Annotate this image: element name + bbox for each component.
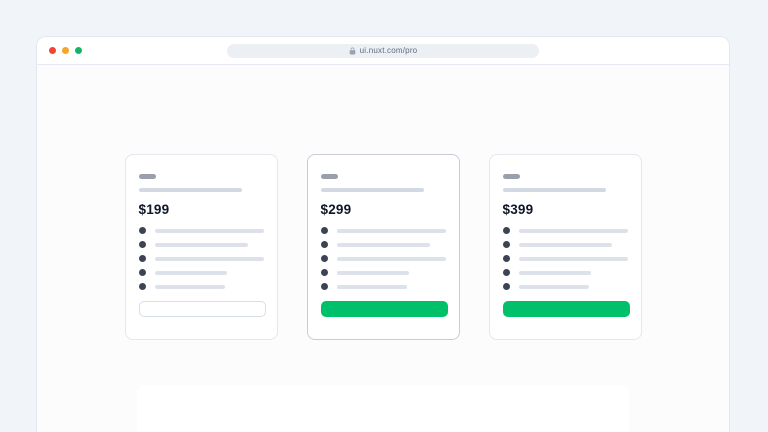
bullet-icon xyxy=(138,283,146,290)
feature-item xyxy=(502,269,628,276)
lock-icon xyxy=(349,47,356,55)
feature-item xyxy=(502,227,628,234)
bullet-icon xyxy=(320,269,328,276)
feature-item xyxy=(320,255,446,262)
plan-subtitle-placeholder xyxy=(502,188,606,192)
window-controls xyxy=(49,37,82,64)
feature-text-placeholder xyxy=(518,242,612,247)
maximize-window-button[interactable] xyxy=(75,47,82,54)
feature-text-placeholder xyxy=(518,256,628,261)
browser-titlebar: ui.nuxt.com/pro xyxy=(37,37,729,65)
feature-item xyxy=(138,283,264,290)
feature-text-placeholder xyxy=(518,284,589,289)
browser-window: ui.nuxt.com/pro $199 xyxy=(36,36,730,432)
feature-text-placeholder xyxy=(336,242,430,247)
feature-item xyxy=(320,227,446,234)
plan-subtitle-placeholder xyxy=(320,188,424,192)
feature-item xyxy=(320,283,446,290)
bullet-icon xyxy=(320,241,328,248)
bullet-icon xyxy=(320,255,328,262)
bullet-icon xyxy=(138,269,146,276)
feature-item xyxy=(502,255,628,262)
plan-price: $299 xyxy=(320,202,352,217)
feature-text-placeholder xyxy=(154,242,248,247)
feature-list xyxy=(138,227,264,290)
plan-price: $399 xyxy=(502,202,534,217)
pricing-card-popular: $299 xyxy=(306,154,460,340)
feature-item xyxy=(320,241,446,248)
address-bar[interactable]: ui.nuxt.com/pro xyxy=(227,43,539,58)
feature-item xyxy=(502,283,628,290)
page-content: $199 xyxy=(37,65,729,432)
url-text: ui.nuxt.com/pro xyxy=(359,45,418,55)
feature-item xyxy=(138,255,264,262)
feature-text-placeholder xyxy=(154,256,264,261)
bullet-icon xyxy=(320,227,328,234)
feature-text-placeholder xyxy=(336,256,446,261)
feature-item xyxy=(138,227,264,234)
bullet-icon xyxy=(502,283,510,290)
buy-button-primary[interactable] xyxy=(320,301,448,317)
plan-price: $199 xyxy=(138,202,170,217)
bullet-icon xyxy=(502,255,510,262)
bullet-icon xyxy=(502,241,510,248)
bullet-icon xyxy=(138,227,146,234)
bullet-icon xyxy=(138,255,146,262)
plan-title-placeholder xyxy=(320,174,338,179)
feature-text-placeholder xyxy=(336,270,409,275)
feature-item xyxy=(138,269,264,276)
buy-button-outline[interactable] xyxy=(138,301,266,317)
feature-item xyxy=(320,269,446,276)
feature-text-placeholder xyxy=(154,284,225,289)
feature-text-placeholder xyxy=(336,284,407,289)
next-section-placeholder xyxy=(137,385,629,432)
close-window-button[interactable] xyxy=(49,47,56,54)
plan-title-placeholder xyxy=(502,174,520,179)
pricing-cards-row: $199 xyxy=(37,154,729,340)
feature-list xyxy=(502,227,628,290)
pricing-card-basic: $199 xyxy=(124,154,278,340)
feature-text-placeholder xyxy=(518,270,591,275)
minimize-window-button[interactable] xyxy=(62,47,69,54)
bullet-icon xyxy=(138,241,146,248)
bullet-icon xyxy=(502,269,510,276)
feature-item xyxy=(502,241,628,248)
pricing-card-premium: $399 xyxy=(488,154,642,340)
plan-subtitle-placeholder xyxy=(138,188,242,192)
feature-text-placeholder xyxy=(336,228,446,233)
feature-item xyxy=(138,241,264,248)
feature-list xyxy=(320,227,446,290)
feature-text-placeholder xyxy=(154,228,264,233)
bullet-icon xyxy=(320,283,328,290)
feature-text-placeholder xyxy=(518,228,628,233)
plan-title-placeholder xyxy=(138,174,156,179)
bullet-icon xyxy=(502,227,510,234)
feature-text-placeholder xyxy=(154,270,227,275)
buy-button-primary[interactable] xyxy=(502,301,630,317)
